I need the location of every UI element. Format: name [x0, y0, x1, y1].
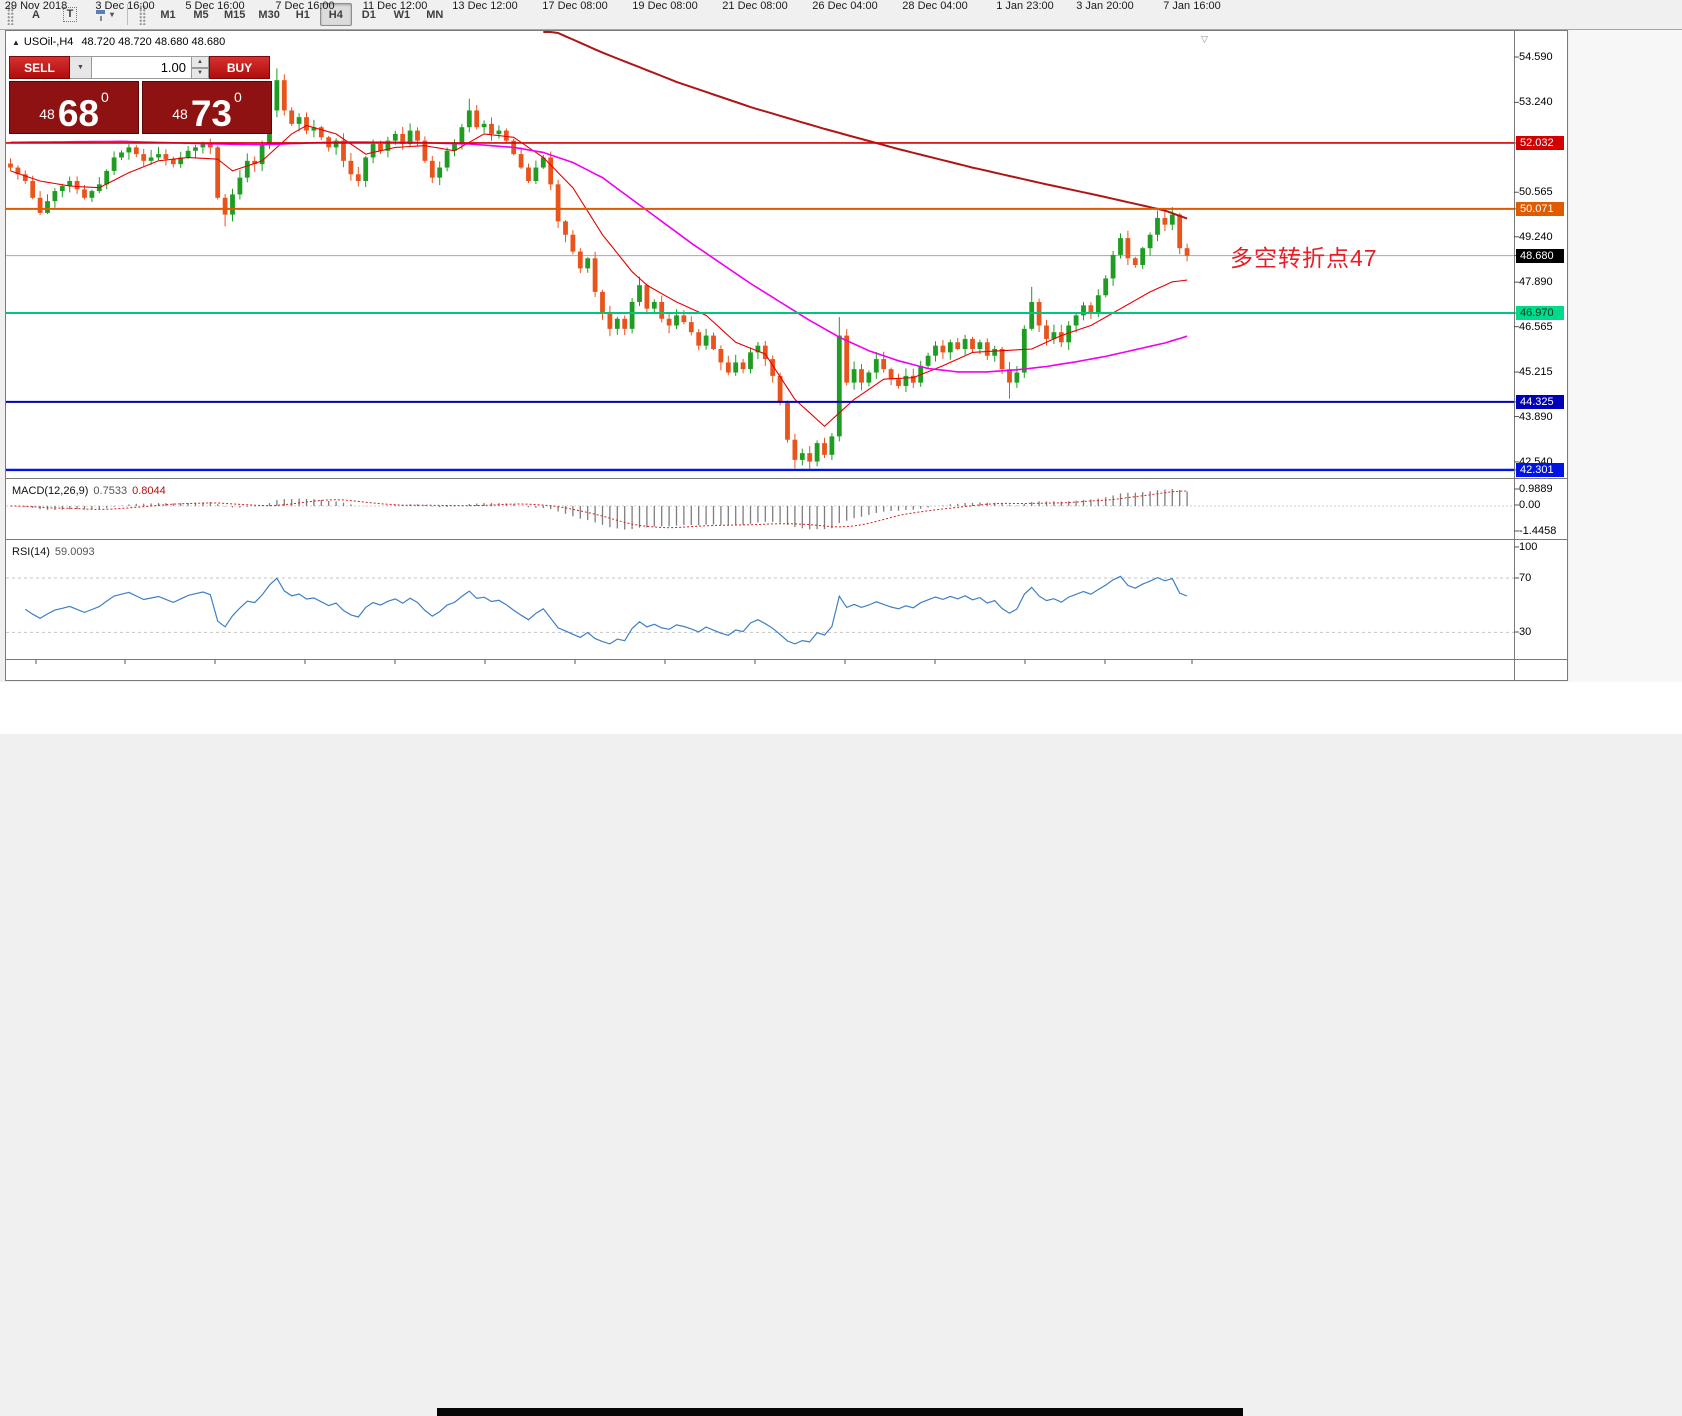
volume-input[interactable]: 1.00	[92, 56, 192, 79]
rsi-name: RSI(14)	[12, 546, 50, 558]
toolbar-grip-handle[interactable]	[7, 4, 14, 25]
time-axis-label: 7 Jan 16:00	[1163, 0, 1221, 12]
sell-price-sup: 0	[100, 89, 109, 105]
buy-quote-box[interactable]: 48 73 0	[142, 81, 272, 134]
annotation-text: 多空转折点47	[1230, 245, 1378, 271]
toolbar-separator	[127, 4, 129, 25]
scroll-anchor-icon[interactable]: ▽	[1201, 34, 1208, 44]
sell-price-big: 68	[57, 92, 99, 134]
price-level-chip: 42.301	[1516, 462, 1564, 477]
time-axis-label: 17 Dec 08:00	[542, 0, 608, 12]
time-axis-label: 7 Dec 16:00	[275, 0, 335, 12]
sell-quote-box[interactable]: 48 68 0	[9, 81, 139, 134]
rsi-axis-label: 30	[1519, 626, 1532, 638]
timeframe-toolbar: M1 M5 M15 M30 H1 H4 D1 W1 MN	[152, 3, 451, 26]
arrow-tool-button[interactable]: A	[32, 8, 40, 21]
macd-signal-value: 0.8044	[132, 485, 166, 497]
y-axis-label: 46.565	[1519, 320, 1553, 333]
chart-canvas[interactable]	[0, 0, 1682, 734]
y-axis-label: 45.215	[1519, 366, 1553, 379]
macd-label: MACD(12,26,9) 0.7533 0.8044	[12, 485, 166, 497]
text-tool-icon: T	[62, 7, 78, 22]
time-axis-label: 21 Dec 08:00	[722, 0, 788, 12]
tf-button-M5[interactable]: M5	[193, 8, 209, 21]
styles-tool-button[interactable]: ▾	[88, 3, 120, 26]
macd-axis-label: -1.4458	[1519, 525, 1557, 537]
tf-button-M30[interactable]: M30	[258, 8, 280, 21]
y-axis-label: 49.240	[1519, 230, 1553, 243]
current-price-chip: 48.680	[1516, 248, 1564, 263]
chart-ohlc-header: ▲ USOil-,H4 48.720 48.720 48.680 48.680	[12, 36, 225, 48]
volume-step-up-button[interactable]: ▲	[192, 56, 209, 68]
rsi-axis-label: 100	[1519, 541, 1538, 553]
tf-button-M1[interactable]: M1	[160, 8, 176, 21]
y-axis-label: 54.590	[1519, 51, 1553, 63]
time-axis-label: 26 Dec 04:00	[812, 0, 878, 12]
buy-price-sup: 0	[233, 89, 242, 105]
tf-button-D1[interactable]: D1	[361, 8, 376, 21]
toolbar: A T ▾ M1 M5 M15 M30 H1 H4 D1 W1 MN	[0, 0, 1682, 30]
workspace-gutter	[1569, 30, 1682, 682]
tf-button-H4[interactable]: H4	[319, 3, 352, 26]
volume-dropdown-button[interactable]: ▼	[70, 56, 92, 79]
volume-stepper: ▲ ▼	[192, 56, 209, 79]
one-click-trade-panel: SELL ▼ 1.00 ▲ ▼ BUY 48 68 0 48 73 0	[9, 56, 272, 134]
ohlc-values: 48.720 48.720 48.680 48.680	[81, 36, 226, 48]
buy-price-big: 73	[190, 92, 232, 134]
rsi-value: 59.0093	[54, 546, 95, 558]
price-level-chip: 44.325	[1516, 394, 1564, 409]
sell-button[interactable]: SELL	[9, 56, 70, 79]
price-level-chip: 50.071	[1516, 201, 1564, 216]
volume-step-down-button[interactable]: ▼	[192, 67, 209, 79]
y-axis-label: 43.890	[1519, 410, 1553, 423]
sell-price-prefix: 48	[39, 106, 55, 122]
time-axis-label: 28 Dec 04:00	[902, 0, 968, 12]
time-axis-label: 29 Nov 2018	[4, 0, 68, 12]
time-axis-label: 5 Dec 16:00	[185, 0, 245, 12]
collapse-icon[interactable]: ▲	[12, 38, 20, 47]
symbol-label: USOil-,H4	[23, 36, 74, 48]
price-level-chip: 52.032	[1516, 135, 1564, 150]
tf-button-H1[interactable]: H1	[295, 8, 310, 21]
time-axis-label: 3 Dec 16:00	[95, 0, 155, 12]
y-axis-label: 53.240	[1519, 96, 1553, 109]
trade-controls-row: SELL ▼ 1.00 ▲ ▼ BUY	[9, 56, 272, 79]
chart-window[interactable]	[5, 30, 1568, 681]
price-level-chip: 46.970	[1516, 306, 1564, 321]
rsi-label: RSI(14) 59.0093	[12, 546, 95, 558]
y-axis-label: 50.565	[1519, 186, 1553, 199]
buy-price-prefix: 48	[172, 106, 188, 122]
time-axis-label: 19 Dec 08:00	[632, 0, 698, 12]
rsi-axis-label: 70	[1519, 572, 1532, 584]
brush-icon	[96, 9, 105, 21]
bottom-black-bar	[437, 1408, 1243, 1416]
toolbar-grip-handle[interactable]	[139, 4, 147, 25]
quote-row: 48 68 0 48 73 0	[9, 81, 272, 134]
time-axis-label: 11 Dec 12:00	[362, 0, 428, 12]
macd-main-value: 0.7533	[93, 485, 128, 497]
tf-button-W1[interactable]: W1	[393, 8, 411, 21]
macd-axis-label: 0.00	[1519, 499, 1541, 511]
macd-name: MACD(12,26,9)	[12, 485, 89, 497]
tf-button-M15[interactable]: M15	[224, 8, 246, 21]
macd-axis-label: 0.9889	[1519, 483, 1553, 495]
caret-down-icon: ▾	[110, 10, 115, 19]
tf-button-MN[interactable]: MN	[426, 8, 444, 21]
time-axis-label: 1 Jan 23:00	[996, 0, 1054, 12]
time-axis-label: 13 Dec 12:00	[452, 0, 518, 12]
time-axis-label: 3 Jan 20:00	[1076, 0, 1134, 12]
text-tool-button[interactable]: T	[54, 3, 86, 26]
buy-button[interactable]: BUY	[209, 56, 270, 79]
y-axis-label: 47.890	[1519, 276, 1553, 289]
